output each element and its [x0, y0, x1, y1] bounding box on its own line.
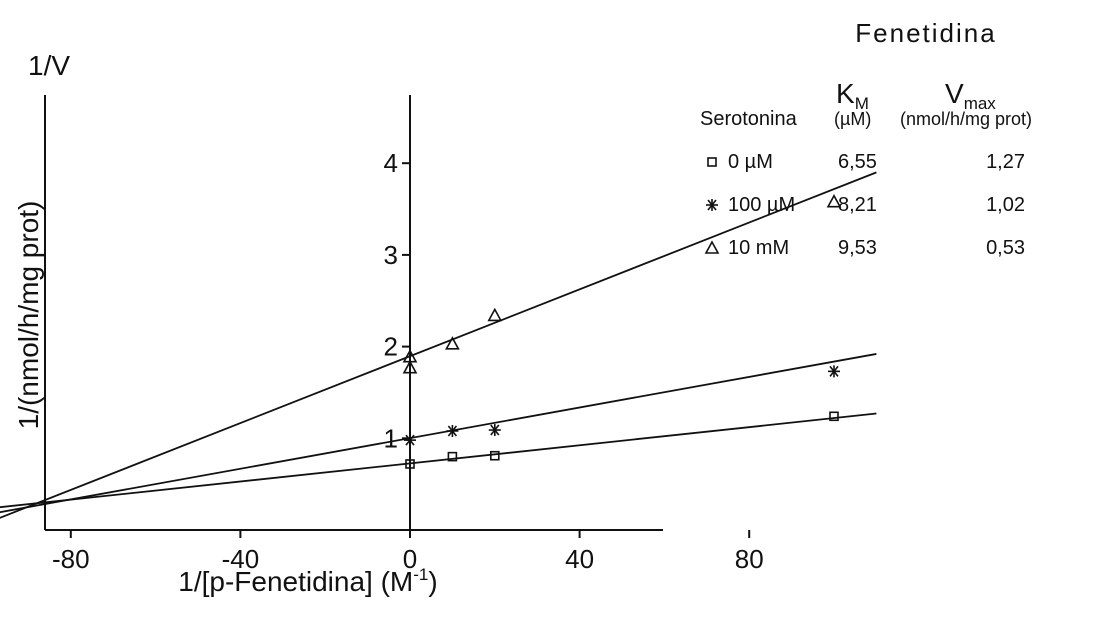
y-tick-label: 2	[384, 332, 398, 362]
x-tick-label: -80	[52, 544, 90, 574]
vmax-header: Vmax	[945, 78, 996, 113]
y-tick-label: 4	[384, 148, 398, 178]
legend-row-km: 6,55	[838, 151, 877, 173]
legend-row-km: 8,21	[838, 194, 877, 216]
x-axis-label-sup: -1	[413, 565, 428, 584]
data-point-asterisk	[488, 424, 501, 437]
legend-table: Fenetidina KM Vmax Serotonina (µM) (nmol…	[700, 18, 1032, 259]
legend-row-vmax: 0,53	[986, 237, 1025, 259]
y-axis-label: 1/(nmol/h/mg prot)	[13, 201, 44, 430]
corner-label: 1/V	[28, 50, 70, 81]
legend-rows: 0 µM 6,55 1,27 100 µM 8,21 1,02 10 mM 9,53 0,53	[704, 151, 1025, 259]
x-axis-label: 1/[p-Fenetidina] (M-1)	[178, 565, 437, 597]
data-point-square	[829, 411, 839, 422]
data-point-triangle	[402, 349, 418, 363]
data-point-asterisk	[404, 434, 416, 447]
km-unit: (µM)	[834, 109, 871, 129]
legend-marker-square	[707, 157, 717, 167]
x-axis-label-close: )	[428, 566, 437, 597]
data-point-asterisk	[828, 365, 840, 378]
data-point-square	[447, 451, 458, 462]
legend-row-label: 0 µM	[728, 151, 773, 173]
legend-row: 0 µM 6,55 1,27	[707, 151, 1025, 173]
legend-row: 100 µM 8,21 1,02	[706, 194, 1025, 216]
data-point-triangle	[445, 336, 460, 350]
km-header: KM	[836, 78, 869, 113]
legend-title: Fenetidina	[855, 18, 996, 48]
legend-marker-triangle	[704, 240, 720, 254]
x-tick-label: 0	[403, 544, 417, 574]
legend-row-vmax: 1,02	[986, 194, 1025, 216]
vmax-header-sub: max	[964, 94, 997, 113]
y-tick-label: 1	[384, 423, 398, 453]
x-axis-label-main: 1/[p-Fenetidina] (M	[178, 566, 413, 597]
regression-line-triangle	[0, 171, 877, 519]
legend-row-vmax: 1,27	[986, 151, 1025, 173]
vmax-unit: (nmol/h/mg prot)	[900, 109, 1032, 129]
data-point-asterisk	[446, 424, 459, 437]
km-header-main: K	[836, 78, 855, 109]
data-point-square	[405, 459, 415, 469]
vmax-header-main: V	[945, 78, 964, 109]
data-point-square	[489, 450, 500, 461]
regression-line-asterisk	[0, 353, 877, 514]
row-header: Serotonina	[700, 108, 798, 130]
x-tick-label: 80	[735, 544, 764, 574]
data-point-triangle	[487, 307, 503, 322]
legend-row-label: 10 mM	[728, 237, 789, 259]
km-header-sub: M	[855, 94, 869, 113]
x-tick-label: 40	[565, 544, 594, 574]
legend-row-km: 9,53	[838, 237, 877, 259]
legend-row-label: 100 µM	[728, 194, 795, 216]
y-tick-label: 3	[384, 240, 398, 270]
data-point-triangle	[826, 194, 842, 208]
legend-marker-asterisk	[706, 199, 718, 211]
regression-line-square	[0, 412, 877, 509]
x-tick-label: -40	[222, 544, 260, 574]
legend-row: 10 mM 9,53 0,53	[704, 237, 1025, 259]
data-point-triangle	[402, 360, 418, 374]
